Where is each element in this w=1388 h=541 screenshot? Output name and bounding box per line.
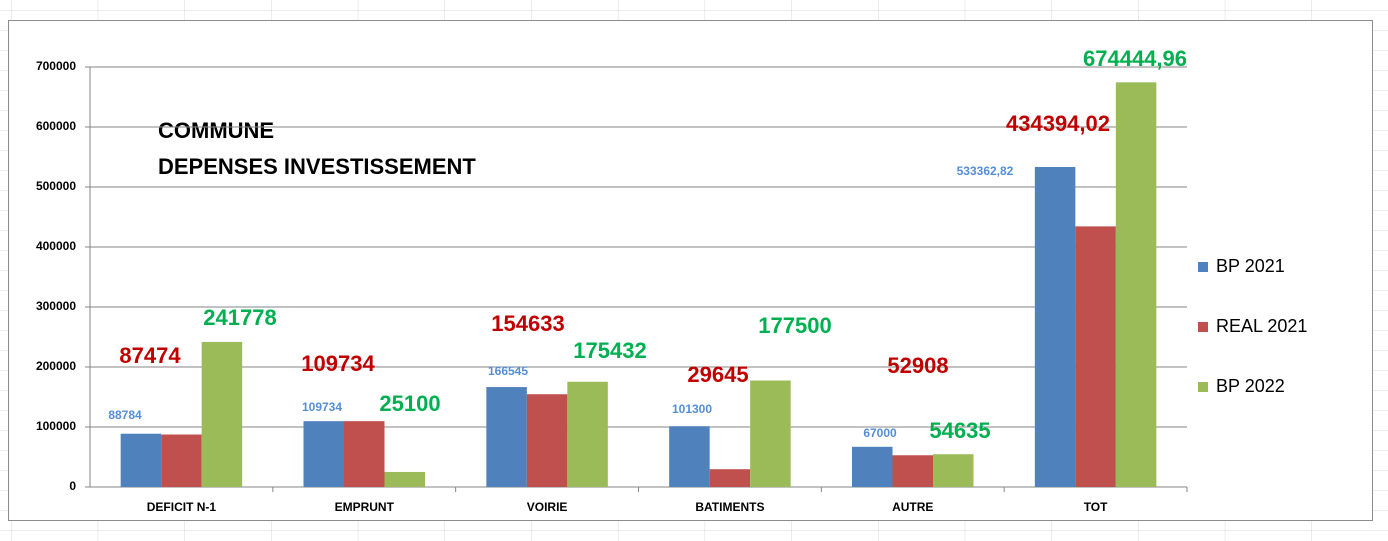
data-label: 29645 — [687, 362, 748, 387]
y-tick-label: 700000 — [36, 59, 76, 73]
data-label: 54635 — [929, 418, 990, 443]
bar — [344, 421, 385, 487]
data-label: 67000 — [863, 426, 897, 440]
x-tick-label: DEFICIT N-1 — [147, 500, 217, 514]
bar — [750, 380, 791, 487]
legend-label: REAL 2021 — [1216, 316, 1307, 336]
x-tick-label: AUTRE — [892, 500, 933, 514]
chart-title: COMMUNE — [158, 118, 274, 143]
bar — [567, 381, 608, 487]
bar — [161, 434, 202, 487]
y-tick-label: 0 — [69, 479, 76, 493]
y-tick-label: 200000 — [36, 359, 76, 373]
data-label: 175432 — [573, 338, 646, 363]
bar — [384, 471, 425, 487]
bar — [669, 426, 710, 487]
legend-swatch — [1198, 382, 1208, 392]
legend-swatch — [1198, 322, 1208, 332]
data-label: 88784 — [108, 408, 142, 422]
x-tick-label: EMPRUNT — [335, 500, 395, 514]
x-tick-label: TOT — [1084, 500, 1108, 514]
bar — [486, 387, 527, 487]
bar — [201, 341, 243, 487]
y-tick-label: 300000 — [36, 299, 76, 313]
y-tick-label: 600000 — [36, 119, 76, 133]
data-label: 434394,02 — [1006, 111, 1110, 136]
bar — [852, 446, 893, 487]
chart-title: DEPENSES INVESTISSEMENT — [158, 154, 476, 179]
legend-label: BP 2022 — [1216, 376, 1285, 396]
bar — [526, 394, 568, 487]
bar — [1034, 166, 1076, 488]
data-label: 52908 — [887, 353, 948, 378]
data-label: 154633 — [491, 311, 564, 336]
data-label: 177500 — [758, 313, 831, 338]
data-label: 109734 — [302, 400, 342, 414]
bar — [303, 421, 344, 487]
data-label: 674444,96 — [1083, 46, 1187, 71]
x-tick-label: BATIMENTS — [695, 500, 764, 514]
bar — [933, 454, 974, 487]
x-tick-label: VOIRIE — [527, 500, 568, 514]
legend-label: BP 2021 — [1216, 256, 1285, 276]
bar — [120, 433, 162, 487]
data-label: 241778 — [203, 305, 276, 330]
bar — [1075, 226, 1116, 487]
data-label: 101300 — [672, 402, 712, 416]
y-tick-label: 500000 — [36, 179, 76, 193]
data-label: 533362,82 — [957, 164, 1014, 178]
bar — [892, 455, 933, 487]
data-label: 87474 — [119, 343, 181, 368]
data-label: 109734 — [301, 351, 375, 376]
bar — [709, 469, 751, 487]
data-label: 166545 — [488, 364, 528, 378]
y-tick-label: 100000 — [36, 419, 76, 433]
legend-swatch — [1198, 262, 1208, 272]
data-label: 25100 — [379, 391, 440, 416]
y-tick-label: 400000 — [36, 239, 76, 253]
bar — [1115, 82, 1157, 488]
